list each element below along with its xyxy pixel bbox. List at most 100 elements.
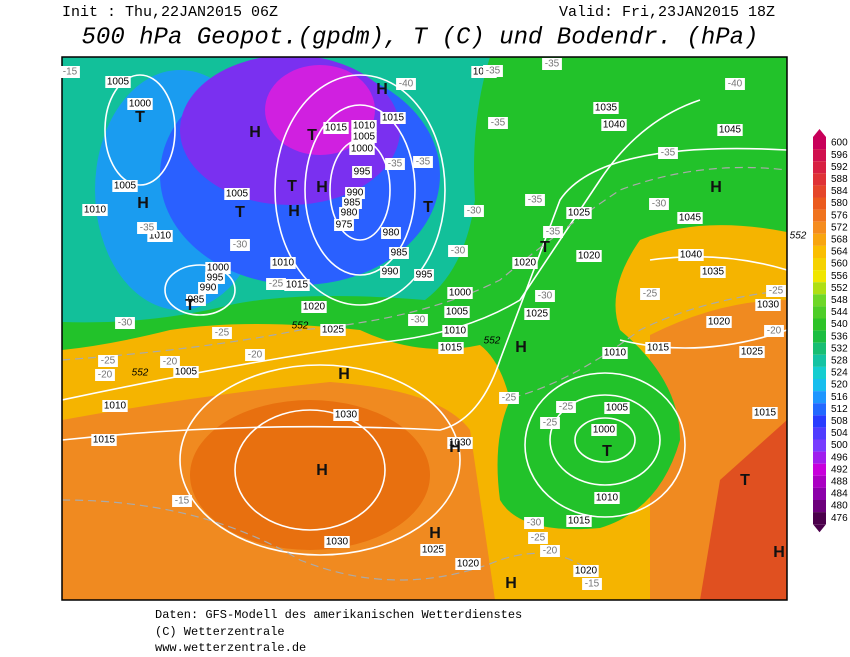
pressure-label-box xyxy=(324,536,350,548)
pressure-label: 1010 xyxy=(272,258,295,269)
pressure-center: H xyxy=(449,439,461,456)
pressure-label-box xyxy=(512,257,538,269)
pressure-label-box xyxy=(444,306,470,318)
colorbar-swatch xyxy=(813,500,826,513)
colorbar-swatch xyxy=(813,342,826,355)
colorbar-label: 592 xyxy=(831,162,848,173)
pressure-label-box xyxy=(576,250,602,262)
temperature-label: -30 xyxy=(451,246,466,257)
pressure-label-box xyxy=(601,119,627,131)
temperature-label: -30 xyxy=(527,518,542,529)
pressure-label: 1020 xyxy=(708,317,731,328)
pressure-label: 1035 xyxy=(595,103,618,114)
pressure-label-box xyxy=(447,287,473,299)
pressure-label: 1010 xyxy=(604,348,627,359)
pressure-center: H xyxy=(316,462,328,479)
pressure-label-box xyxy=(112,180,138,192)
temperature-label: -25 xyxy=(101,356,116,367)
pressure-label-box xyxy=(739,346,765,358)
temperature-label-box xyxy=(658,147,678,159)
pressure-label-box xyxy=(591,424,617,436)
pressure-label: 1030 xyxy=(757,300,780,311)
temperature-label-box xyxy=(385,158,405,170)
pressure-center: H xyxy=(316,179,328,196)
pressure-label-box xyxy=(706,316,732,328)
temperature-label-box xyxy=(266,278,286,290)
pressure-label: 1000 xyxy=(351,144,374,155)
pressure-label: 1045 xyxy=(679,213,702,224)
pressure-label-box xyxy=(205,262,231,274)
pressure-label-box xyxy=(414,269,434,281)
temperature-label-box xyxy=(95,369,115,381)
temperature-label-box xyxy=(540,545,560,557)
pressure-label-box xyxy=(205,272,225,284)
colorbar-label: 516 xyxy=(831,392,848,403)
field-dark-orange xyxy=(190,400,430,550)
pressure-label: 1025 xyxy=(526,309,549,320)
temperature-label: -25 xyxy=(769,286,784,297)
pressure-label: 1010 xyxy=(149,231,172,242)
pressure-center: H xyxy=(249,124,261,141)
colorbar-swatch xyxy=(813,403,826,416)
pressure-label-box xyxy=(573,565,599,577)
temperature-label-box xyxy=(528,532,548,544)
pressure-center: T xyxy=(423,199,433,216)
pressure-label-box xyxy=(127,98,153,110)
pressure-label: 1015 xyxy=(440,343,463,354)
colorbar-swatch xyxy=(813,306,826,319)
pressure-label: 1010 xyxy=(84,205,107,216)
colorbar: 6005965925885845805765725685645605565525… xyxy=(813,129,848,533)
temperature-label: -25 xyxy=(531,533,546,544)
temperature-label-box xyxy=(408,314,428,326)
colorbar-cap xyxy=(813,524,826,533)
pressure-label: 1020 xyxy=(303,302,326,313)
temperature-label-box xyxy=(172,495,192,507)
map: 1005100010051010101010051000995990985101… xyxy=(60,56,807,601)
temperature-label-box xyxy=(448,245,468,257)
pressure-label: 1005 xyxy=(175,367,198,378)
temperature-label-box xyxy=(524,517,544,529)
pressure-center: H xyxy=(338,366,350,383)
pressure-label: 1015 xyxy=(286,280,309,291)
pressure-center: H xyxy=(710,179,722,196)
temperature-label-box xyxy=(556,401,576,413)
pressure-center: T xyxy=(185,297,195,314)
colorbar-label: 524 xyxy=(831,368,848,379)
colorbar-swatch xyxy=(813,475,826,488)
pressure-center: T xyxy=(540,239,550,256)
colorbar-label: 596 xyxy=(831,150,848,161)
colorbar-swatch xyxy=(813,487,826,500)
pressure-label-box xyxy=(284,279,310,291)
temperature-label: -35 xyxy=(388,159,403,170)
temperature-label-box xyxy=(464,205,484,217)
colorbar-swatch xyxy=(813,415,826,428)
pressure-label-box xyxy=(320,324,346,336)
pressure-label-box xyxy=(566,207,592,219)
pressure-label-box xyxy=(752,407,778,419)
pressure-label: 1015 xyxy=(382,113,405,124)
pressure-label: 1025 xyxy=(568,208,591,219)
footer-url: www.wetterzentrale.de xyxy=(155,641,306,655)
temperature-label-box xyxy=(137,222,157,234)
colorbar-label: 500 xyxy=(831,440,848,451)
pressure-label-box xyxy=(389,247,409,259)
colorbar-swatch xyxy=(813,221,826,234)
temperature-label: -25 xyxy=(269,279,284,290)
pressure-label-box xyxy=(380,112,406,124)
colorbar-label: 568 xyxy=(831,234,848,245)
pressure-label: 985 xyxy=(344,198,361,209)
colorbar-swatch xyxy=(813,209,826,222)
temperature-label: -40 xyxy=(728,79,743,90)
temperature-label-box xyxy=(488,117,508,129)
pressure-center: H xyxy=(288,203,300,220)
pressure-label-box xyxy=(381,227,401,239)
temperature-label: -35 xyxy=(140,223,155,234)
temperature-label: -15 xyxy=(63,67,78,78)
pressure-label: 995 xyxy=(207,273,224,284)
pressure-label: 1010 xyxy=(596,493,619,504)
temperature-label: -35 xyxy=(528,195,543,206)
colorbar-label: 588 xyxy=(831,174,848,185)
colorbar-label: 496 xyxy=(831,452,848,463)
pressure-label: 1000 xyxy=(129,99,152,110)
colorbar-swatch xyxy=(813,197,826,210)
